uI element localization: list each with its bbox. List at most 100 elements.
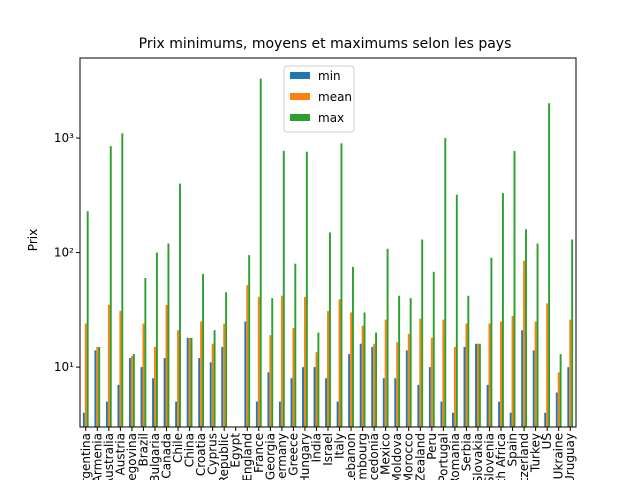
bar (186, 337, 189, 427)
bar (571, 239, 574, 427)
bar (165, 304, 168, 427)
x-tick-label: Luxembourg (356, 433, 370, 480)
bar (478, 343, 481, 427)
bar (361, 325, 364, 427)
bar (396, 342, 399, 427)
x-tick-label: Canada (160, 433, 174, 479)
bar (144, 277, 147, 427)
bar (259, 78, 262, 427)
bar (405, 350, 408, 427)
bar (202, 274, 204, 427)
bar (303, 296, 306, 427)
bar (190, 337, 193, 427)
legend-label: max (318, 111, 344, 125)
bar (386, 248, 389, 427)
x-tick-label: Greece (286, 433, 300, 476)
chart-title: Prix minimums, moyens et maximums selon … (139, 36, 512, 52)
x-tick-label: Georgia (263, 433, 277, 480)
bar (511, 315, 514, 427)
bar (280, 295, 283, 427)
bar (567, 367, 570, 427)
bar (455, 194, 458, 427)
bar (417, 384, 420, 427)
bar (476, 343, 479, 427)
x-tick-label: Uruguay (563, 433, 577, 480)
x-tick-label: South Africa (494, 433, 508, 480)
bar (328, 232, 331, 427)
bar (534, 321, 537, 427)
x-tick-label: Chile (171, 433, 185, 463)
x-tick-label: Australia (102, 433, 116, 480)
x-tick-label: Ukraine (552, 433, 566, 479)
x-tick-label: Armenia (90, 433, 104, 480)
bar (269, 335, 272, 427)
bar (452, 412, 454, 427)
bar (152, 378, 155, 427)
x-tick-label: China (183, 433, 197, 467)
bar (475, 343, 477, 427)
bar (225, 292, 228, 427)
bar (546, 303, 549, 427)
bar (463, 346, 466, 427)
bar (409, 298, 412, 427)
bar (305, 151, 308, 428)
plot-frame (79, 57, 577, 428)
x-tick-label: Austria (113, 433, 127, 475)
bar (155, 252, 158, 427)
x-tick-label: Croatia (194, 433, 208, 476)
bar (257, 296, 260, 427)
x-tick-label: Germany (275, 433, 289, 480)
x-tick-label: Peru (425, 433, 439, 460)
legend-label: min (318, 69, 341, 83)
x-tick-label: Macedonia (367, 433, 381, 480)
x-tick-label: India (309, 433, 323, 462)
bar (513, 151, 516, 428)
bar (94, 350, 97, 427)
bar (154, 346, 156, 427)
bar (444, 138, 447, 427)
bar (188, 337, 191, 427)
bar (179, 183, 181, 427)
y-tick-label: 10² (54, 246, 74, 260)
x-tick-label: Romania (448, 433, 462, 480)
bar (317, 332, 320, 427)
bar (348, 354, 351, 427)
x-tick-label: Switzerland (517, 433, 531, 480)
bar (488, 323, 491, 427)
bar (223, 323, 226, 427)
x-tick-label: Cyprus (206, 433, 220, 475)
x-tick-label: Portugal (436, 433, 450, 480)
bar (292, 327, 295, 427)
bar (453, 346, 456, 427)
bar (521, 330, 524, 427)
bar (500, 321, 502, 427)
bar (302, 367, 304, 427)
bar (430, 337, 433, 427)
x-tick-label: Argentina (79, 433, 93, 480)
bar (209, 362, 212, 427)
x-tick-label: Bosnia and Herzegovina (125, 433, 139, 480)
legend-swatch (290, 114, 310, 121)
bar (105, 401, 108, 427)
bar (363, 312, 366, 427)
bar (119, 310, 122, 427)
bar (486, 384, 489, 427)
x-tick-label: Spain (506, 433, 520, 467)
bar (559, 354, 562, 427)
bar (525, 229, 527, 427)
bar (98, 346, 101, 427)
bar (490, 257, 493, 427)
bar (267, 372, 270, 427)
bar (140, 367, 143, 427)
x-tick-label: Czech Republic (217, 433, 231, 480)
bar (359, 343, 362, 427)
x-tick-label: Israel (321, 433, 335, 466)
bar (428, 367, 431, 427)
bar (501, 193, 504, 427)
bar (211, 343, 214, 427)
bar (248, 255, 251, 427)
x-tick-label: Turkey (529, 433, 543, 473)
bar (129, 358, 131, 427)
y-axis-label: Prix (26, 229, 40, 251)
bar (290, 378, 293, 427)
